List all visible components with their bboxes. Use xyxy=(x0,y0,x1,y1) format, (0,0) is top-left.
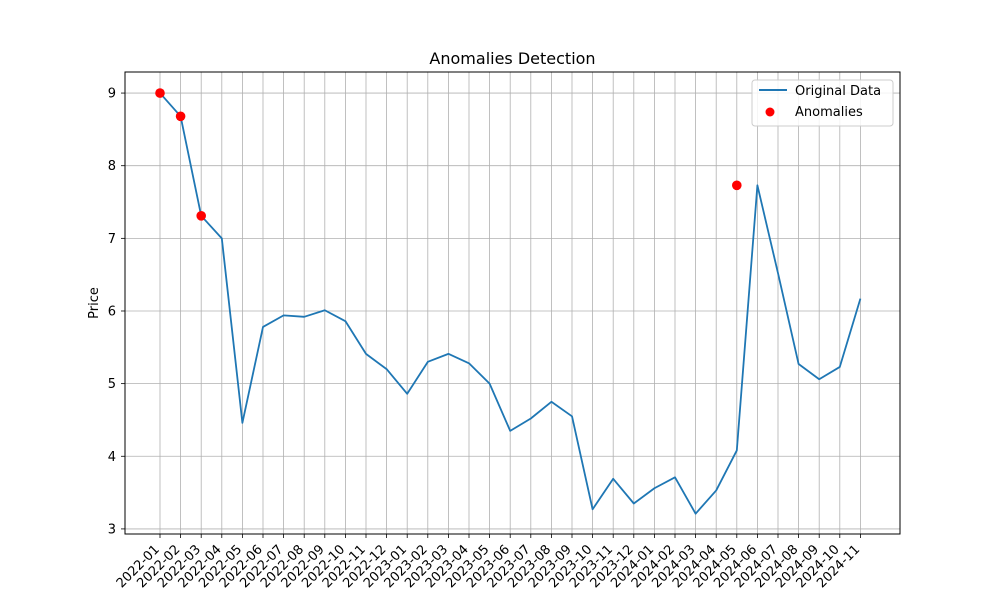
series-line-original-data xyxy=(159,92,862,515)
anomaly-point xyxy=(196,211,206,221)
anomaly-point xyxy=(732,180,742,191)
series-layer xyxy=(155,88,862,515)
y-tick-label: 3 xyxy=(108,522,116,537)
legend-box xyxy=(751,79,894,127)
chart-title: Anomalies Detection xyxy=(429,49,595,68)
legend-label-anomalies: Anomalies xyxy=(795,105,863,120)
y-tick-label: 9 xyxy=(108,87,116,102)
y-tick-label: 5 xyxy=(108,377,116,392)
y-axis: 3 4 5 6 7 8 9 xyxy=(108,87,125,537)
legend: Original Data Anomalies xyxy=(751,79,894,127)
y-tick-label: 6 xyxy=(108,304,116,319)
y-tick-label: 8 xyxy=(108,159,116,174)
legend-label-original-data: Original Data xyxy=(795,84,881,99)
y-axis-title: Price xyxy=(87,287,102,319)
anomaly-point xyxy=(175,111,186,122)
y-tick-label: 7 xyxy=(108,232,116,247)
legend-marker-swatch xyxy=(765,107,775,117)
y-tick-label: 4 xyxy=(108,450,116,465)
anomaly-point xyxy=(155,88,165,98)
plot-frame xyxy=(124,71,901,535)
